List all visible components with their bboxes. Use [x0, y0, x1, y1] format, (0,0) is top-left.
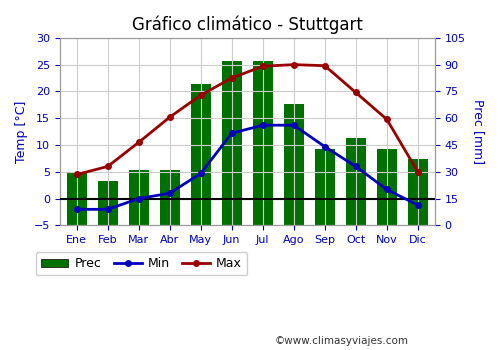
Y-axis label: Temp [°C]: Temp [°C] [15, 100, 28, 163]
Bar [346, 138, 366, 225]
Legend: Prec, Min, Max: Prec, Min, Max [36, 252, 247, 275]
Bar [376, 149, 397, 225]
Bar [66, 172, 87, 225]
Title: Gráfico climático - Stuttgart: Gráfico climático - Stuttgart [132, 15, 362, 34]
Bar [252, 61, 273, 225]
Bar [98, 181, 118, 225]
Bar [408, 159, 428, 225]
Bar [190, 84, 211, 225]
Bar [160, 170, 180, 225]
Text: ©www.climasyviajes.com: ©www.climasyviajes.com [275, 336, 409, 346]
Bar [222, 61, 242, 225]
Y-axis label: Prec [mm]: Prec [mm] [472, 99, 485, 164]
Bar [314, 149, 335, 225]
Bar [128, 170, 149, 225]
Bar [284, 104, 304, 225]
